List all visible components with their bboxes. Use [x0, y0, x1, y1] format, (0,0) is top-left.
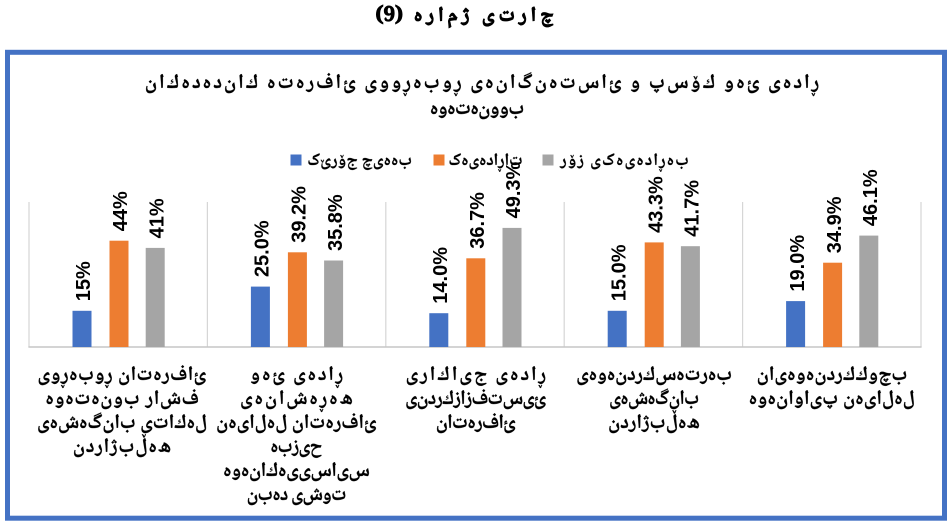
svg-text:14.0%: 14.0% [430, 247, 452, 304]
svg-text:49.3%: 49.3% [503, 161, 525, 218]
svg-text:41.7%: 41.7% [682, 180, 704, 237]
svg-text:15.0%: 15.0% [608, 244, 630, 301]
svg-text:35.8%: 35.8% [325, 194, 347, 251]
svg-text:43.3%: 43.3% [645, 176, 667, 233]
svg-text:36.7%: 36.7% [467, 192, 489, 249]
svg-text:44%: 44% [110, 191, 132, 231]
svg-text:41%: 41% [146, 198, 168, 238]
svg-text:46.1%: 46.1% [860, 169, 882, 226]
svg-text:19.0%: 19.0% [787, 235, 809, 292]
svg-text:39.2%: 39.2% [289, 186, 311, 243]
svg-text:34.9%: 34.9% [824, 196, 846, 253]
svg-text:15%: 15% [73, 261, 95, 301]
svg-text:25.0%: 25.0% [252, 220, 274, 277]
